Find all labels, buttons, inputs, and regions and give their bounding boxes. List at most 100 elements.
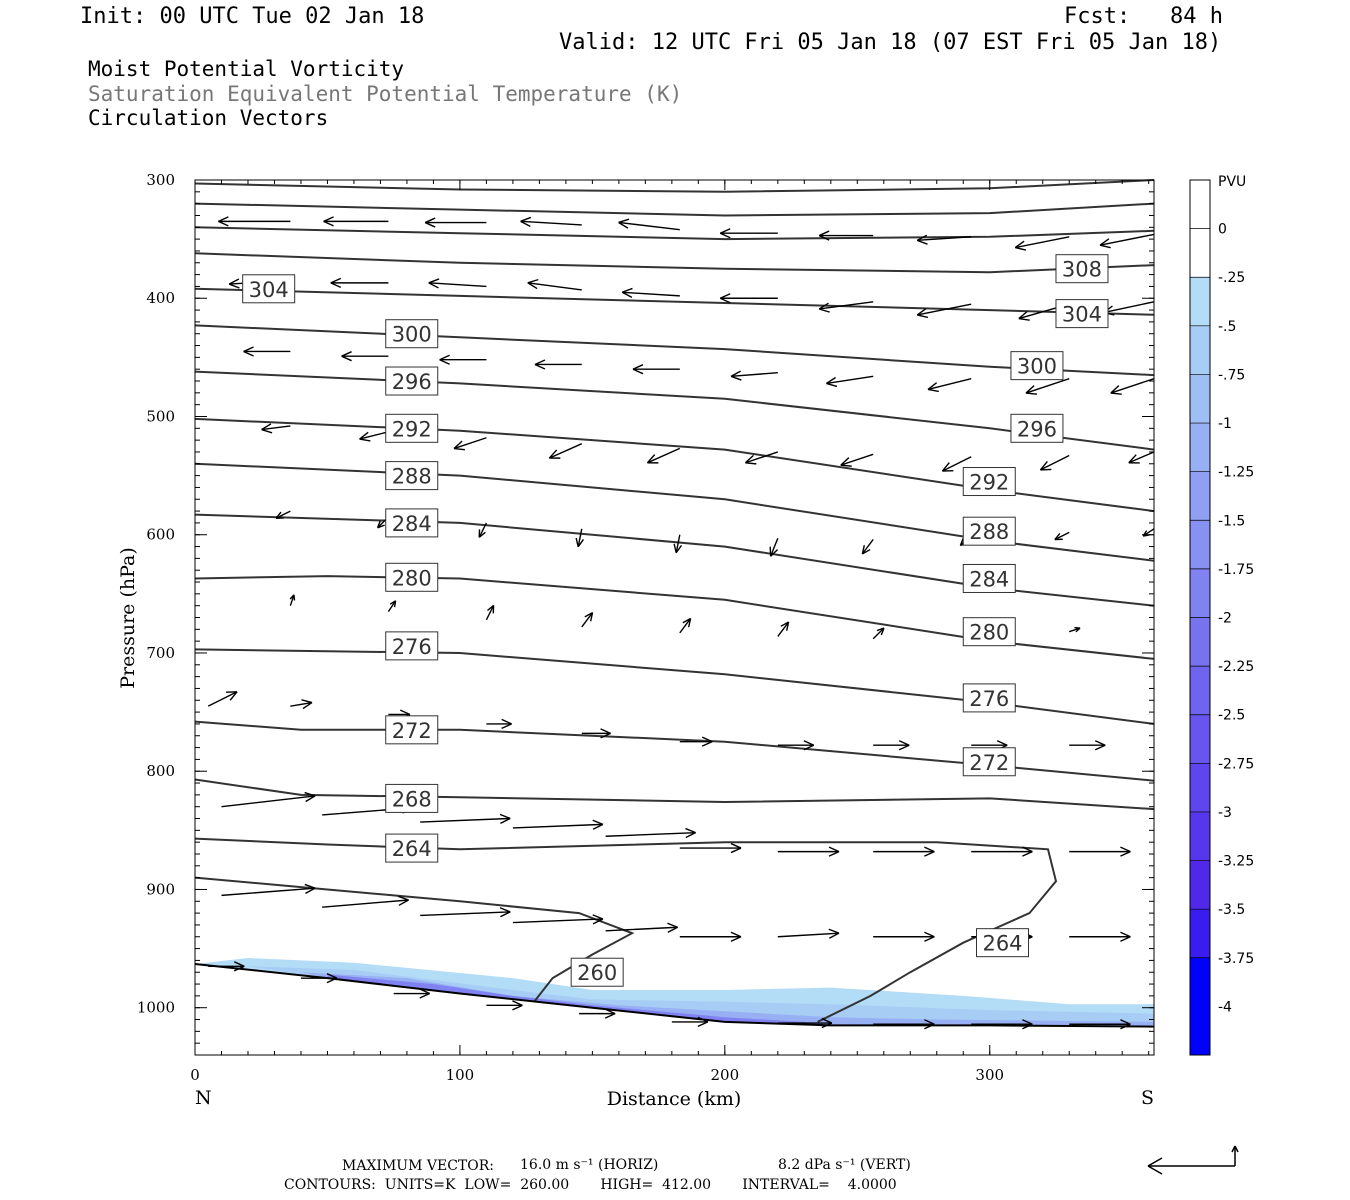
colorbar-label-13: -3.25 — [1218, 854, 1254, 870]
vector-1 — [323, 216, 389, 227]
vector-59 — [207, 691, 238, 707]
colorbar-label-12: -3 — [1218, 805, 1232, 821]
contour-label-4: 300 — [1017, 355, 1057, 379]
pv-shade-region-2 — [301, 972, 1154, 1027]
y-tick-label-5: 800 — [146, 762, 175, 780]
y-tick-label-2: 500 — [146, 407, 175, 425]
south-end-label: S — [1141, 1087, 1154, 1109]
y-tick-label-7: 1000 — [137, 999, 175, 1017]
vector-76 — [873, 846, 935, 857]
vector-0 — [218, 216, 291, 227]
colorbar-swatch-11 — [1190, 714, 1210, 764]
contour-label-box-3 — [385, 319, 439, 349]
circulation-vectors — [207, 216, 1155, 1030]
vector-44 — [673, 534, 683, 554]
vector-33 — [548, 443, 583, 459]
vector-46 — [861, 539, 874, 555]
vector-98 — [1069, 1019, 1131, 1030]
colorbar-swatch-14 — [1190, 860, 1210, 910]
vector-16 — [818, 301, 874, 313]
vector-77 — [971, 846, 1033, 857]
vector-60 — [290, 699, 313, 710]
theta-contour-272-12 — [194, 720, 1155, 782]
vector-64 — [679, 736, 713, 747]
contour-label-box-13 — [385, 562, 439, 592]
contour-label-box-20 — [385, 833, 439, 863]
vector-69 — [221, 791, 316, 808]
vector-88 — [1069, 931, 1131, 942]
contour-label-9: 288 — [392, 465, 432, 489]
vector-4 — [618, 218, 680, 231]
contour-label-20: 264 — [392, 837, 432, 861]
colorbar-label-2: -.5 — [1218, 319, 1236, 335]
pv-shade-region-1 — [248, 966, 1154, 1027]
vector-96 — [873, 1019, 935, 1030]
contour-label-box-10 — [962, 516, 1016, 546]
contour-label-3: 300 — [392, 323, 432, 347]
vector-74 — [679, 842, 742, 854]
vector-8 — [1014, 236, 1070, 251]
vector-63 — [581, 728, 611, 739]
y-tick-label-0: 300 — [146, 171, 175, 189]
contour-labels: 308 304 304 300 300 296 296 292 292 288 288 284 284 2… — [242, 254, 1109, 987]
x-axis-label: Distance (km) — [607, 1088, 742, 1110]
vector-3 — [520, 216, 582, 228]
vector-62 — [486, 718, 512, 730]
contour-label-6: 296 — [1017, 417, 1057, 441]
contour-label-16: 276 — [969, 687, 1009, 711]
colorbar-label-3: -.75 — [1218, 367, 1245, 383]
colorbar-swatch-1 — [1190, 228, 1210, 278]
colorbar-label-1: -.25 — [1218, 270, 1245, 286]
colorbar-label-4: -1 — [1218, 416, 1232, 432]
theta-contour-292-7 — [194, 417, 1155, 513]
vector-20 — [243, 346, 291, 357]
vector-12 — [428, 278, 487, 289]
vector-86 — [873, 931, 935, 942]
vector-11 — [330, 277, 389, 289]
vector-72 — [512, 819, 604, 830]
terrain-surface — [194, 963, 1155, 1028]
colorbar-label-16: -4 — [1218, 999, 1232, 1015]
vector-35 — [744, 451, 779, 465]
vector-28 — [1025, 377, 1070, 395]
vector-89 — [208, 961, 245, 972]
north-end-label: N — [195, 1087, 212, 1109]
vector-25 — [730, 370, 778, 381]
pv-shading — [195, 958, 1154, 1027]
vector-21 — [341, 351, 389, 362]
theta-contours — [194, 179, 1155, 1023]
vector-68 — [1069, 740, 1106, 751]
x-tick-label-0: 0 — [190, 1066, 200, 1084]
colorbar-label-15: -3.75 — [1218, 951, 1254, 967]
x-tick-label-3: 300 — [975, 1066, 1004, 1084]
forecast-hour: Fcst: 84 h — [1064, 4, 1223, 29]
vector-37 — [941, 456, 972, 472]
contour-label-box-5 — [385, 366, 439, 396]
vector-66 — [873, 740, 910, 751]
vector-29 — [1110, 377, 1155, 395]
colorbar-label-9: -2.25 — [1218, 659, 1254, 675]
vector-32 — [453, 437, 487, 451]
vector-6 — [818, 230, 874, 241]
vector-55 — [777, 621, 790, 637]
vector-30 — [261, 423, 291, 434]
vector-84 — [679, 931, 742, 942]
contour-label-box-6 — [1010, 413, 1064, 443]
vector-26 — [826, 375, 874, 388]
contour-label-13: 280 — [392, 566, 432, 590]
theta-contour-304-4 — [194, 287, 1155, 316]
colorbar-label-11: -2.75 — [1218, 756, 1254, 772]
vector-92 — [486, 1000, 523, 1011]
vector-73 — [605, 827, 696, 839]
colorbar-swatch-5 — [1190, 423, 1210, 472]
theta-contour-288-8 — [194, 462, 1155, 562]
contour-label-19: 268 — [392, 787, 432, 811]
vector-42 — [478, 522, 488, 538]
vector-90 — [300, 973, 338, 984]
vector-45 — [769, 538, 779, 557]
vector-91 — [393, 988, 430, 999]
vector-34 — [646, 447, 681, 464]
contour-label-box-11 — [385, 508, 439, 538]
field-title-pv: Moist Potential Vorticity — [88, 57, 405, 81]
